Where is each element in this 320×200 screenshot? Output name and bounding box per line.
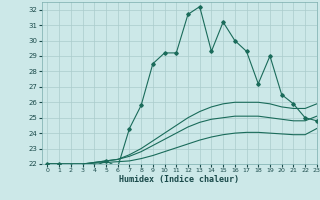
X-axis label: Humidex (Indice chaleur): Humidex (Indice chaleur) <box>119 175 239 184</box>
